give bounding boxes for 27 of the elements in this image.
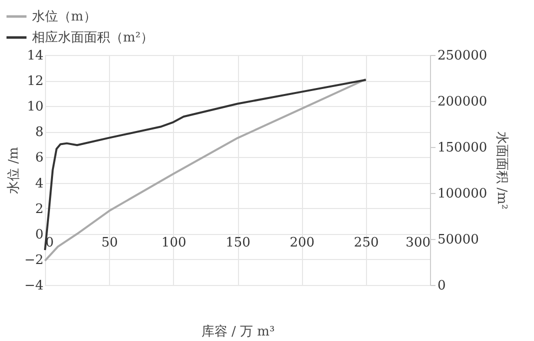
y2-tick-label: 0 xyxy=(438,278,446,294)
x-tick-label: 250 xyxy=(354,235,379,250)
y2-tick-label: 50000 xyxy=(438,232,479,248)
x-tick-label: 100 xyxy=(161,235,186,250)
y-tick-label: 14 xyxy=(26,48,44,64)
y2-axis-title: 水面面积 /m² xyxy=(494,131,510,210)
y2-tick-label: 150000 xyxy=(438,140,488,156)
y-tick-label: 6 xyxy=(35,150,44,166)
y-tick-label: 4 xyxy=(35,176,44,192)
x-tick-label: 200 xyxy=(290,235,315,250)
y-tick-label: 12 xyxy=(26,74,44,90)
y-tick-label: −4 xyxy=(24,278,44,294)
x-tick-label: 0 xyxy=(46,235,54,250)
y-tick-label: 8 xyxy=(35,125,44,140)
x-tick-label: 150 xyxy=(226,235,250,250)
x-tick-label: 50 xyxy=(101,235,118,250)
y2-tick-label: 100000 xyxy=(438,186,488,202)
legend-label: 水位（m） xyxy=(32,10,96,24)
y2-tick-label: 250000 xyxy=(438,48,488,64)
y-tick-label: 2 xyxy=(35,202,44,217)
y-tick-label: −2 xyxy=(24,252,44,268)
y2-tick-label: 200000 xyxy=(438,94,488,110)
legend-label: 相应水面面积（m²） xyxy=(32,30,154,46)
y-tick-label: 10 xyxy=(26,100,44,115)
x-axis-title: 库容 / 万 m³ xyxy=(201,324,275,340)
x-tick-label: 300 xyxy=(406,235,430,250)
y-axis-title: 水位 /m xyxy=(6,147,22,194)
